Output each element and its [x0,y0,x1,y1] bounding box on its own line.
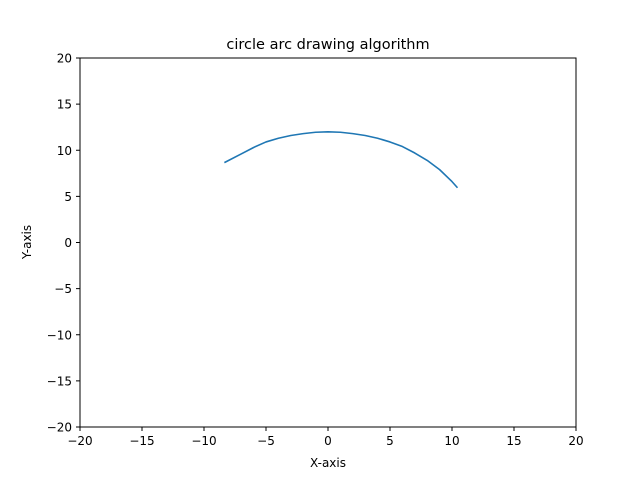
x-tick-label: −5 [257,434,275,448]
x-tick-label: 0 [324,434,332,448]
x-tick-label: 5 [386,434,394,448]
y-tick-label: 20 [57,52,72,66]
x-tick-label: 10 [444,434,459,448]
y-tick-label: 0 [64,236,72,250]
y-tick-label: −10 [47,328,72,342]
axes-frame [79,57,577,428]
y-tick-label: −20 [47,421,72,435]
y-axis-label: Y-axis [20,225,34,260]
x-tick-label: 20 [568,434,583,448]
x-axis-ticks: −20 −15 −10 −5 0 5 10 15 20 [67,427,584,448]
y-tick-label: 10 [57,144,72,158]
chart-title: circle arc drawing algorithm [226,37,429,53]
x-tick-label: −10 [191,434,216,448]
y-tick-label: −5 [54,282,72,296]
x-axis-label: X-axis [310,456,346,470]
x-tick-label: −15 [129,434,154,448]
y-tick-label: −15 [47,374,72,388]
x-tick-label: −20 [67,434,92,448]
x-tick-label: 15 [506,434,521,448]
y-tick-label: 5 [64,190,72,204]
y-axis-ticks: −20 −15 −10 −5 0 5 10 15 20 [47,52,80,435]
plot-layer [224,131,459,189]
arc-series-line [224,131,459,189]
y-tick-label: 15 [57,98,72,112]
